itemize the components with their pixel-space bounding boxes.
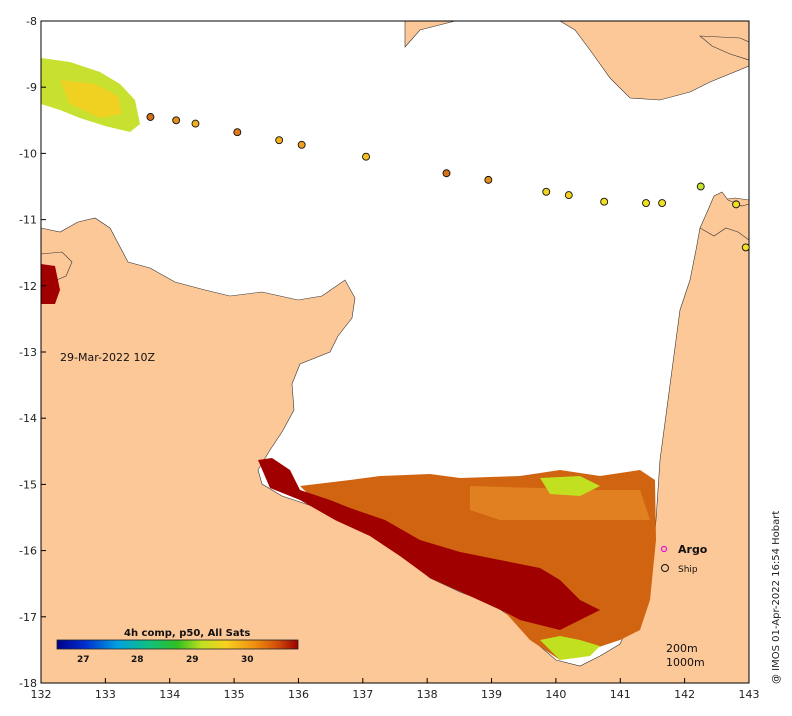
x-tick-label: 142 <box>674 688 695 701</box>
y-tick-label: -11 <box>19 214 37 227</box>
argo-label: Argo <box>678 543 708 556</box>
x-tick-label: 141 <box>610 688 631 701</box>
y-tick-label: -12 <box>19 280 37 293</box>
y-tick-label: -9 <box>26 81 37 94</box>
argo-marker <box>660 545 668 553</box>
ship-observation-marker <box>233 128 242 137</box>
y-tick-label: -17 <box>19 611 37 624</box>
y-tick-label: -10 <box>19 147 37 160</box>
x-tick-label: 134 <box>159 688 180 701</box>
x-tick-label: 132 <box>31 688 52 701</box>
ship-observation-marker <box>275 136 284 145</box>
y-tick-label: -15 <box>19 478 37 491</box>
colorbar-tick-27: 27 <box>77 655 90 665</box>
colorbar-tick-28: 28 <box>131 655 144 665</box>
x-tick-label: 138 <box>417 688 438 701</box>
timestamp-label: 29-Mar-2022 10Z <box>60 351 155 364</box>
x-tick-label: 135 <box>224 688 245 701</box>
y-axis: -8 -9 -10 -11 -12 -13 -14 -15 -16 -17 -18 <box>19 15 46 690</box>
y-tick-label: -14 <box>19 412 37 425</box>
land-png <box>404 21 749 101</box>
ship-observation-marker <box>696 182 705 191</box>
colorbar-tick-29: 29 <box>186 655 199 665</box>
colorbar-tick-30: 30 <box>241 655 254 665</box>
ship-observation-marker <box>658 199 667 208</box>
ship-markers <box>146 113 750 252</box>
ship-observation-marker <box>442 169 451 178</box>
ship-observation-marker <box>732 200 741 209</box>
ship-observation-marker <box>297 140 306 149</box>
ship-observation-marker <box>172 116 181 125</box>
y-tick-label: -16 <box>19 545 37 558</box>
y-tick-label: -8 <box>26 15 37 28</box>
y-tick-label: -18 <box>19 677 37 690</box>
x-tick-label: 136 <box>288 688 309 701</box>
x-tick-label: 139 <box>481 688 502 701</box>
ship-observation-marker <box>564 191 573 200</box>
ship-observation-marker <box>146 113 155 121</box>
colorbar <box>56 639 299 650</box>
ship-observation-marker <box>191 119 200 128</box>
x-tick-label: 143 <box>739 688 760 701</box>
y-tick-label: -13 <box>19 346 37 359</box>
sst-swath <box>41 58 656 660</box>
ship-observation-marker <box>484 175 493 184</box>
ship-legend-marker <box>661 564 669 572</box>
land-png-east <box>699 35 749 61</box>
x-tick-label: 140 <box>545 688 566 701</box>
ship-label: Ship <box>678 565 698 575</box>
ship-observation-marker <box>542 187 551 196</box>
x-tick-label: 137 <box>352 688 373 701</box>
depth-label-200: 200m <box>666 642 698 655</box>
ship-observation-marker <box>362 152 370 161</box>
x-tick-label: 133 <box>95 688 116 701</box>
colorbar-title: 4h comp, p50, All Sats <box>124 628 250 639</box>
ship-observation-marker <box>642 199 650 208</box>
ship-observation-marker <box>741 243 750 252</box>
ship-observation-marker <box>600 197 609 206</box>
x-axis: 132 133 134 135 136 137 138 139 140 141 142 143 <box>31 678 760 701</box>
depth-label-1000: 1000m <box>666 656 705 669</box>
credit-label: @ IMOS 01-Apr-2022 16:54 Hobart <box>771 510 782 684</box>
